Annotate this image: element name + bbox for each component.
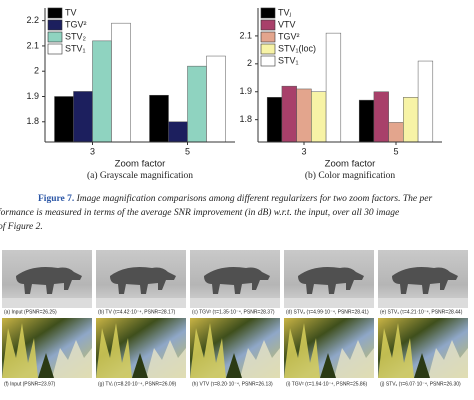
bar xyxy=(311,91,327,143)
bar xyxy=(92,40,112,143)
image xyxy=(2,250,92,308)
legend-label: TGV² xyxy=(65,19,87,29)
image xyxy=(96,250,186,308)
bar xyxy=(168,121,188,143)
legend-swatch xyxy=(260,7,276,19)
y-tick-label: 2 xyxy=(34,66,39,76)
x-tick-label: 3 xyxy=(90,146,95,156)
image-caption: (b) TV (τ=4.42·10⁻⁴, PSNR=28.17) xyxy=(98,309,176,315)
image xyxy=(284,318,374,378)
x-tick-label: 5 xyxy=(393,146,398,156)
legend-label: STV₂ xyxy=(65,31,87,41)
legend-label: VTV xyxy=(278,19,296,29)
x-axis-label: Zoom factor xyxy=(325,159,376,170)
figure-caption: Figure 7. Image magnification comparison… xyxy=(0,193,432,232)
legend-swatch xyxy=(47,31,63,43)
caption-line: of Figure 2. xyxy=(0,221,43,232)
y-tick-label: 2.1 xyxy=(26,40,39,50)
bar xyxy=(149,94,169,143)
image xyxy=(96,318,186,378)
y-tick-label: 2.2 xyxy=(26,15,39,25)
legend-swatch xyxy=(260,43,276,55)
caption-line: Figure 7. Image magnification comparison… xyxy=(38,193,432,204)
image xyxy=(190,318,280,378)
bar xyxy=(73,91,93,143)
bar xyxy=(358,99,375,143)
image-caption: (j) STV₁ (τ=6.07·10⁻⁴, PSNR=26.30) xyxy=(380,381,461,387)
bar xyxy=(266,97,283,143)
bar-chart: 1.8 1.9 2 2.1 2.2 3 5 Zoom factor(a) Grayscale … xyxy=(26,7,235,181)
y-tick-label: 1.8 xyxy=(26,116,39,126)
legend-swatch xyxy=(260,19,276,31)
bar xyxy=(325,32,342,143)
legend-swatch xyxy=(47,43,63,55)
bar xyxy=(417,60,434,143)
legend-label: STV₁ xyxy=(65,43,86,53)
image-caption: (c) TGV² (τ=1.35·10⁻⁴, PSNR=28.37) xyxy=(192,309,275,315)
y-tick-label: 1.9 xyxy=(26,91,39,101)
legend-label: STV₁ xyxy=(278,55,299,65)
legend-swatch xyxy=(47,19,63,31)
image xyxy=(2,318,92,378)
image-caption: (d) STV₂ (τ=4.99·10⁻⁴, PSNR=28.41) xyxy=(286,309,369,315)
y-tick-label: 1.8 xyxy=(239,114,252,124)
bar xyxy=(403,97,419,143)
image-caption: (e) STV₁ (τ=4.21·10⁻⁴, PSNR=28.44) xyxy=(380,309,463,315)
legend-label: TVⱼ xyxy=(278,7,292,17)
bar xyxy=(373,91,389,143)
bar-chart: 1.8 1.9 2 2.1 3 5 Zoom factor(b) Color magnifi… xyxy=(239,7,442,181)
image-caption: (h) VTV (τ=8.20·10⁻⁴, PSNR=26.13) xyxy=(192,381,273,387)
y-tick-label: 2.1 xyxy=(239,30,252,40)
image-caption: (i) TGV² (τ=1.94·10⁻⁴, PSNR=25.86) xyxy=(286,381,367,387)
bar xyxy=(111,22,131,143)
bar xyxy=(296,88,312,143)
bar xyxy=(388,122,404,143)
chart-caption: (a) Grayscale magnification xyxy=(87,170,193,181)
image-grid: (a) Input (PSNR=26.25) (b) TV (τ=4.42·10⁻… xyxy=(2,250,468,387)
x-tick-label: 3 xyxy=(301,146,306,156)
x-axis-label: Zoom factor xyxy=(115,159,166,170)
y-tick-label: 2 xyxy=(247,58,252,68)
legend-label: TV xyxy=(65,7,77,17)
bar xyxy=(281,85,297,143)
image-caption: (a) Input (PSNR=26.25) xyxy=(4,309,57,315)
bar xyxy=(206,55,226,143)
image xyxy=(378,318,468,378)
image xyxy=(190,250,280,308)
bar xyxy=(54,96,74,143)
image xyxy=(284,250,374,308)
image-caption: (g) TVⱼ (τ=8.20·10⁻⁴, PSNR=26.09) xyxy=(98,381,176,387)
legend-swatch xyxy=(260,31,276,43)
legend-label: STV₁(loc) xyxy=(278,43,316,53)
caption-text: Image magnification comparisons among di… xyxy=(74,193,432,204)
legend-swatch xyxy=(260,55,276,67)
chart-caption: (b) Color magnification xyxy=(305,170,395,181)
legend-label: TGV² xyxy=(278,31,300,41)
legend-swatch xyxy=(47,7,63,19)
x-tick-label: 5 xyxy=(185,146,190,156)
y-tick-label: 1.9 xyxy=(239,86,252,96)
bar xyxy=(187,65,207,143)
image xyxy=(378,250,468,308)
image-caption: (f) Input (PSNR=23.97) xyxy=(4,381,56,387)
figure-label: Figure 7. xyxy=(38,194,74,204)
caption-line: formance is measured in terms of the ave… xyxy=(0,207,399,218)
